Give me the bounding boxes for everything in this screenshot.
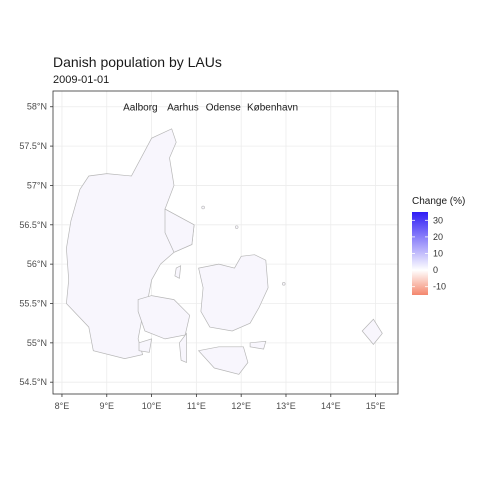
region-bornholm [361,318,383,345]
city-label-aalborg: Aalborg [123,103,157,114]
colorbar-legend: Change (%) 30 20 10 0 -10 [412,196,465,295]
x-tick-label: 14°E [321,401,341,411]
region-jutland [66,128,195,359]
x-tick-label: 12°E [231,401,251,411]
legend-title: Change (%) [412,196,465,207]
legend-tick-label: 0 [433,265,438,275]
y-tick-label: 55°N [27,338,47,348]
islet [318,416,321,419]
region-lolland-falster [197,346,249,375]
x-tick-label: 9°E [99,401,114,411]
legend-tick-label: 30 [433,215,443,225]
islet [235,225,239,229]
y-tick-label: 58°N [27,102,47,112]
city-labels: Aalborg Aarhus Odense København [123,103,298,114]
y-tick-label: 56°N [27,259,47,269]
region-als [138,338,153,353]
chart-title: Danish population by LAUs [53,54,222,70]
islet [201,205,205,210]
islet [282,282,286,286]
x-axis: 8°E 9°E 10°E 11°E 12°E 13°E 14°E 15°E [55,394,386,411]
city-label-aarhus: Aarhus [167,103,199,114]
y-tick-label: 57°N [27,180,47,190]
y-axis: 54.5°N 55°N 55.5°N 56°N 56.5°N 57°N 57.5°N 58°N [19,102,53,387]
x-tick-label: 11°E [187,401,206,411]
plot-panel-border [52,90,399,395]
city-label-odense: Odense [206,103,241,114]
legend-tick-label: -10 [433,282,446,292]
x-tick-label: 13°E [276,401,296,411]
map-regions [66,128,383,419]
x-tick-label: 8°E [55,401,70,411]
x-tick-label: 15°E [366,401,386,411]
y-tick-label: 54.5°N [19,377,47,387]
legend-tick-label: 20 [433,232,443,242]
region-langeland [179,332,187,364]
legend-colorbar [412,212,428,295]
legend-tick-label: 10 [433,249,443,259]
region-zealand [198,254,269,332]
region-sams- [174,265,182,279]
region-m-n [249,340,267,350]
chart-subtitle: 2009-01-01 [53,74,110,86]
x-tick-label: 10°E [142,401,162,411]
city-label-k-benhavn: København [247,103,298,114]
region-djursland-detail [164,208,195,253]
y-tick-label: 55.5°N [19,298,47,308]
y-tick-label: 56.5°N [19,220,47,230]
y-tick-label: 57.5°N [19,141,47,151]
